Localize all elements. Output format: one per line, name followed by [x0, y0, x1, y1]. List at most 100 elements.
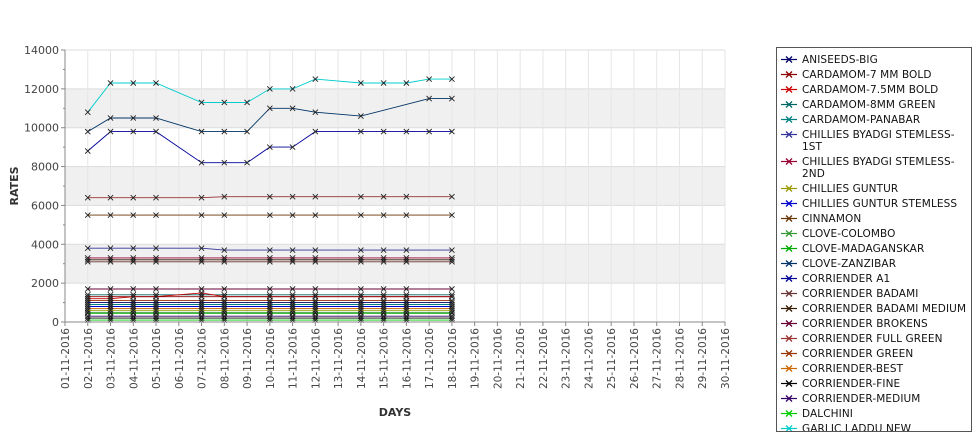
data-point[interactable] [153, 115, 159, 121]
data-point[interactable] [357, 80, 364, 86]
data-point[interactable] [130, 245, 137, 252]
data-point[interactable] [153, 80, 159, 86]
data-point[interactable] [221, 99, 228, 106]
data-point[interactable] [84, 315, 91, 322]
data-point[interactable] [198, 245, 205, 252]
data-point[interactable] [448, 212, 455, 219]
data-point[interactable] [266, 247, 273, 254]
data-point[interactable] [448, 247, 455, 254]
data-point[interactable] [312, 307, 319, 314]
data-point[interactable] [221, 315, 228, 322]
data-point[interactable] [198, 315, 205, 322]
data-point[interactable] [289, 254, 296, 261]
legend-item[interactable]: DALCHINI [777, 406, 971, 421]
data-point[interactable] [448, 315, 455, 322]
data-point[interactable] [357, 113, 364, 119]
data-point[interactable] [403, 80, 410, 86]
data-point[interactable] [312, 193, 319, 200]
data-point[interactable] [107, 80, 114, 86]
data-point[interactable] [198, 194, 205, 201]
data-point[interactable] [380, 128, 387, 135]
data-point[interactable] [380, 315, 387, 322]
data-point[interactable] [380, 254, 387, 261]
data-point[interactable] [107, 286, 114, 292]
data-point[interactable] [448, 307, 455, 314]
data-point[interactable] [130, 254, 137, 261]
data-point[interactable] [221, 307, 228, 314]
data-point[interactable] [448, 286, 455, 292]
legend-item[interactable]: CARDAMOM-7.5MM BOLD [777, 82, 971, 97]
data-point[interactable] [153, 254, 159, 261]
data-point[interactable] [130, 194, 137, 201]
legend-item[interactable]: CHILLIES BYADGI STEMLESS-1ST [777, 127, 971, 154]
data-point[interactable] [130, 307, 137, 314]
data-point[interactable] [312, 254, 319, 261]
data-point[interactable] [357, 299, 364, 306]
legend-item[interactable]: GARLIC LADDU NEW [777, 421, 971, 431]
data-point[interactable] [403, 307, 410, 314]
data-point[interactable] [289, 299, 296, 306]
data-point[interactable] [312, 128, 319, 135]
data-point[interactable] [153, 245, 159, 252]
data-point[interactable] [130, 115, 137, 121]
legend-item[interactable]: CLOVE-ZANZIBAR [777, 256, 971, 271]
legend-item[interactable]: CORRIENDER A1 [777, 271, 971, 286]
data-point[interactable] [380, 286, 387, 292]
data-point[interactable] [84, 254, 91, 261]
data-point[interactable] [107, 299, 114, 306]
data-point[interactable] [130, 128, 137, 135]
data-point[interactable] [357, 193, 364, 200]
data-point[interactable] [426, 128, 433, 135]
data-point[interactable] [107, 212, 114, 219]
legend-item[interactable]: CARDAMOM-7 MM BOLD [777, 67, 971, 82]
data-point[interactable] [289, 293, 296, 300]
data-point[interactable] [84, 148, 91, 154]
data-point[interactable] [266, 286, 273, 292]
data-point[interactable] [153, 212, 159, 219]
data-point[interactable] [107, 315, 114, 322]
data-point[interactable] [198, 99, 205, 106]
legend-item[interactable]: CORRIENDER GREEN [777, 346, 971, 361]
data-point[interactable] [221, 247, 228, 254]
data-point[interactable] [357, 254, 364, 261]
data-point[interactable] [107, 307, 114, 314]
legend-item[interactable]: CORRIENDER BROKENS [777, 316, 971, 331]
data-point[interactable] [312, 247, 319, 254]
data-point[interactable] [312, 299, 319, 306]
data-point[interactable] [244, 99, 250, 106]
data-point[interactable] [357, 293, 364, 300]
data-point[interactable] [198, 307, 205, 314]
data-point[interactable] [266, 293, 273, 300]
data-point[interactable] [448, 254, 455, 261]
data-point[interactable] [357, 315, 364, 322]
data-point[interactable] [448, 128, 455, 135]
data-point[interactable] [153, 315, 159, 322]
data-point[interactable] [403, 193, 410, 200]
data-point[interactable] [153, 293, 159, 300]
data-point[interactable] [130, 212, 137, 219]
data-point[interactable] [403, 212, 410, 219]
data-point[interactable] [221, 299, 228, 306]
data-point[interactable] [153, 128, 159, 135]
data-point[interactable] [266, 254, 273, 261]
data-point[interactable] [244, 159, 250, 166]
data-point[interactable] [380, 212, 387, 219]
data-point[interactable] [84, 128, 91, 135]
data-point[interactable] [289, 315, 296, 322]
data-point[interactable] [266, 212, 273, 219]
legend-item[interactable]: CORRIENDER BADAMI [777, 286, 971, 301]
legend-item[interactable]: CLOVE-MADAGANSKAR [777, 241, 971, 256]
data-point[interactable] [289, 247, 296, 254]
data-point[interactable] [198, 299, 205, 306]
data-point[interactable] [266, 299, 273, 306]
data-point[interactable] [289, 307, 296, 314]
data-point[interactable] [312, 109, 319, 116]
legend-item[interactable]: CORRIENDER BADAMI MEDIUM [777, 301, 971, 316]
data-point[interactable] [289, 286, 296, 292]
data-point[interactable] [221, 159, 228, 166]
data-point[interactable] [448, 193, 455, 200]
data-point[interactable] [130, 80, 137, 86]
legend-item[interactable]: CORRIENDER-BEST [777, 361, 971, 376]
data-point[interactable] [403, 286, 410, 292]
data-point[interactable] [266, 85, 273, 92]
